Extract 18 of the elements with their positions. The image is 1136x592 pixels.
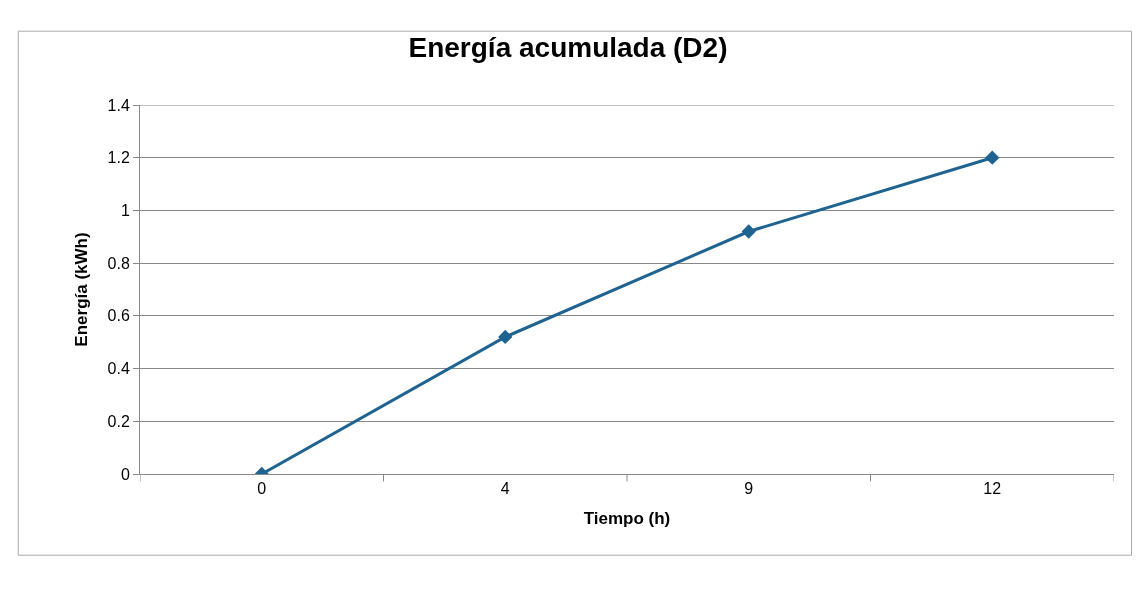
chart-title: Energía acumulada (D2) bbox=[408, 32, 728, 64]
point bbox=[741, 224, 756, 239]
y-tick-label: 0.8 bbox=[107, 254, 130, 272]
x-tick-label: 4 bbox=[500, 480, 510, 498]
y-tick-label: 0.2 bbox=[107, 412, 130, 430]
x-tick-label: 12 bbox=[983, 480, 1002, 498]
point bbox=[985, 150, 1000, 165]
y-tick-label: 0 bbox=[120, 465, 130, 483]
point bbox=[498, 329, 513, 345]
x-tick-label: 0 bbox=[257, 480, 267, 498]
y-tick-label: 1.4 bbox=[107, 96, 130, 114]
y-tick-label: 1.2 bbox=[107, 149, 130, 167]
y-tick-label: 1 bbox=[120, 202, 130, 220]
x-tick-label: 9 bbox=[744, 480, 754, 498]
y-tick-label: 0.4 bbox=[107, 360, 130, 378]
x-axis-title: Tiempo (h) bbox=[583, 508, 671, 528]
y-tick-label: 0.6 bbox=[107, 307, 130, 325]
y-axis-title: Energía (kWh) bbox=[72, 232, 92, 347]
